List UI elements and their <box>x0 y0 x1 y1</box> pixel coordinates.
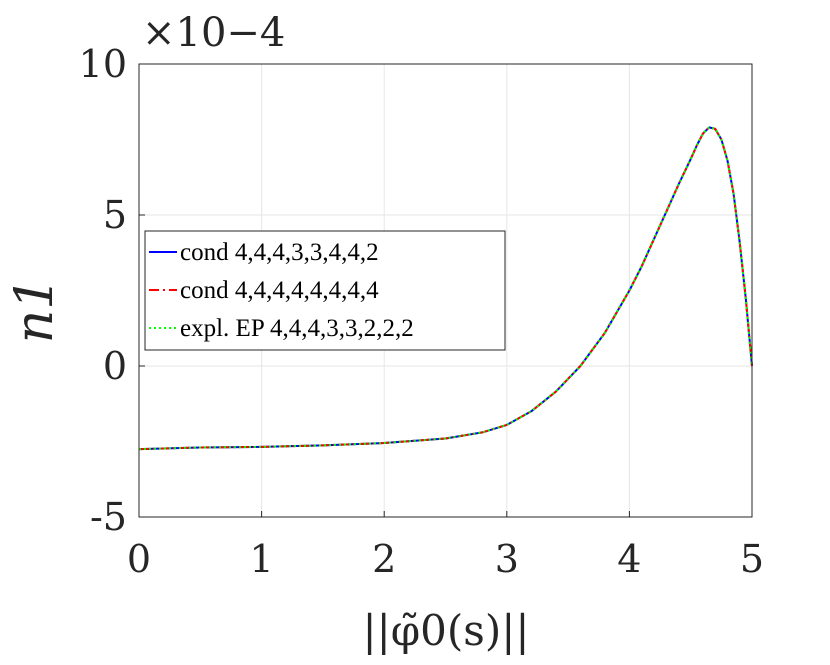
series-layer <box>138 126 753 451</box>
y-tick-label: 5 <box>103 193 127 237</box>
legend-box <box>144 230 506 351</box>
series-line-3 <box>138 126 753 451</box>
y-axis-label: n1 <box>5 277 65 344</box>
exponent-label-text: ×10−4 <box>142 10 285 56</box>
y-tick-label: 10 <box>79 42 127 86</box>
x-tick-label: 3 <box>495 537 519 581</box>
x-tick-label: 0 <box>127 537 151 581</box>
y-axis-label-text: n1 <box>5 277 65 344</box>
y-tick-label: -5 <box>90 495 127 539</box>
legend-label-1: cond 4,4,4,3,3,4,4,2 <box>180 239 379 266</box>
legend: cond 4,4,4,3,3,4,4,2 cond 4,4,4,4,4,4,4,4… <box>144 230 506 351</box>
legend-label-2: cond 4,4,4,4,4,4,4,4 <box>180 277 379 304</box>
y-tick-label: 0 <box>103 344 127 388</box>
x-axis-label: ||φ̃0(s)|| <box>362 606 529 655</box>
x-tick-label: 5 <box>740 537 764 581</box>
x-tick-label: 1 <box>250 537 274 581</box>
x-axis-label-text: ||φ̃0(s)|| <box>362 606 529 655</box>
exponent-label: ×10−4 <box>142 10 285 56</box>
x-tick-label: 2 <box>372 537 396 581</box>
plot-border <box>138 63 753 518</box>
x-tick-label: 4 <box>617 537 641 581</box>
legend-label-3: expl. EP 4,4,4,3,3,2,2,2 <box>180 315 414 342</box>
